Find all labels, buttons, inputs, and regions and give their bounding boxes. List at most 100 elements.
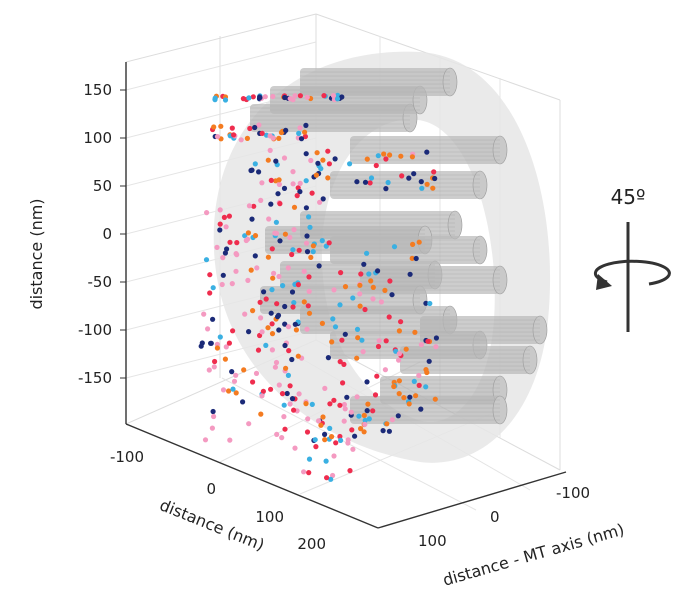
scatter-point [313, 444, 319, 450]
scatter-point [290, 169, 296, 175]
scatter-point [242, 311, 248, 317]
scatter-point [275, 314, 281, 320]
scatter-point [202, 437, 209, 443]
scatter-point [310, 243, 316, 249]
scatter-point [272, 230, 278, 236]
vertical-tick-label: -100 [78, 321, 112, 339]
scatter-point [403, 346, 409, 352]
scatter-point [320, 157, 326, 163]
vertical-tick-label: 50 [93, 177, 112, 195]
scatter-point [401, 395, 407, 401]
scatter-point [389, 292, 395, 298]
scatter-point [396, 391, 402, 397]
scatter-point [399, 173, 405, 179]
scatter-point [297, 180, 303, 186]
scatter-point [257, 299, 263, 305]
scatter-point [244, 135, 250, 141]
scatter-point [323, 458, 329, 464]
scatter-point [224, 246, 230, 252]
scatter-point [285, 324, 292, 330]
scatter-point [223, 224, 229, 230]
scatter-point [269, 321, 275, 327]
scatter-point [382, 367, 388, 373]
scatter-point [271, 270, 277, 276]
scatter-point [291, 300, 297, 306]
scatter-point [245, 277, 251, 283]
scatter-point [250, 308, 256, 314]
scatter-point [396, 328, 402, 334]
scatter-point [333, 440, 339, 446]
scatter-point [303, 178, 309, 184]
scatter-point [240, 399, 246, 405]
scatter-point [208, 340, 214, 346]
scatter-point [413, 393, 419, 399]
scatter-point [276, 327, 282, 333]
scatter-point [252, 124, 258, 131]
depth-tick-label: -100 [110, 448, 144, 466]
scatter-point [291, 407, 297, 413]
scatter-point [203, 257, 210, 263]
depth-ticks: -100 0 100 200 [110, 448, 326, 553]
scatter-point [349, 427, 355, 433]
scatter-point [396, 378, 402, 384]
scatter-point [337, 302, 343, 308]
scatter-point [406, 401, 412, 407]
scatter-point [269, 331, 276, 337]
scatter-point [329, 339, 335, 345]
scatter-point [341, 361, 347, 367]
scatter-point [368, 175, 375, 181]
scatter-point [304, 326, 310, 332]
scatter-point [319, 238, 325, 244]
microtubule-cylinder [360, 265, 508, 295]
scatter-point [345, 440, 351, 446]
scatter-point [313, 172, 319, 178]
scatter-point [366, 271, 372, 277]
scatter-point [433, 335, 439, 341]
scatter-point [361, 261, 367, 267]
scatter-point [273, 158, 279, 164]
scatter-point [332, 156, 338, 162]
mt-tick-label: 0 [490, 508, 500, 526]
scatter-point [220, 387, 227, 393]
scatter-point [231, 132, 237, 138]
scatter-point [257, 94, 263, 100]
scatter-point [268, 201, 274, 207]
scatter-point [292, 321, 298, 327]
scatter-point [432, 175, 438, 182]
scatter-point [320, 196, 326, 202]
scatter-point [419, 185, 425, 191]
scatter-point [233, 390, 239, 396]
scatter-point [231, 378, 238, 384]
scatter-point [214, 345, 220, 351]
scatter-point [433, 344, 439, 350]
scatter-point [338, 437, 344, 443]
scatter-point [356, 413, 362, 419]
scatter-point [306, 214, 312, 220]
scatter-point [321, 93, 327, 99]
scatter-point [411, 378, 417, 384]
scatter-point [217, 227, 223, 233]
scatter-point [329, 434, 335, 440]
scatter-point [359, 337, 365, 343]
scatter-point [424, 149, 430, 155]
scatter-point [204, 210, 210, 216]
scatter-point [341, 401, 347, 408]
scatter-point [289, 289, 296, 295]
scatter-point [315, 160, 321, 166]
scatter-point [398, 319, 404, 325]
scatter-point [373, 162, 379, 169]
scatter-point [431, 169, 437, 175]
scatter-point [214, 134, 221, 140]
scatter-point [347, 161, 353, 167]
scatter-point [298, 136, 305, 142]
scatter-point [273, 359, 280, 366]
scatter-point [270, 93, 276, 100]
scatter-point [314, 150, 320, 156]
scatter-point [306, 456, 313, 462]
scatter-point [281, 402, 287, 408]
scatter-point [339, 337, 345, 343]
scatter-point [328, 476, 334, 482]
scatter-point [279, 435, 285, 441]
scatter-point [246, 421, 252, 427]
scatter-point [316, 263, 322, 269]
